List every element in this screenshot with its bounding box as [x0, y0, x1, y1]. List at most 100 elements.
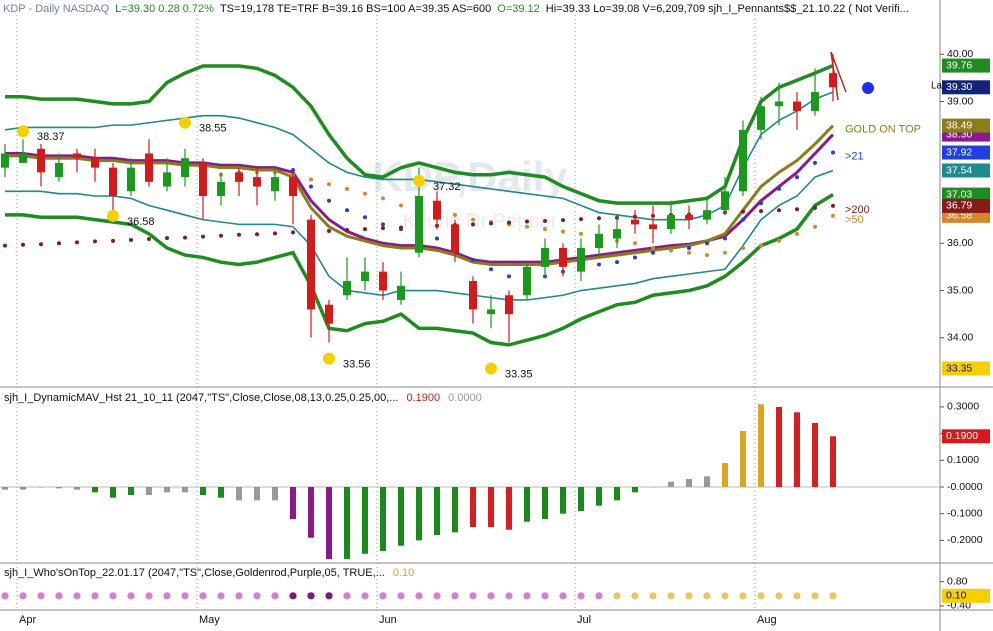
ma-dot — [21, 242, 25, 247]
hist-bar — [290, 487, 296, 520]
ma-dot — [309, 184, 313, 189]
y-tick-label: 0.80 — [947, 575, 968, 587]
price-tag — [942, 80, 990, 95]
ma-dot — [759, 209, 763, 214]
candle-body — [739, 129, 747, 192]
hist-bar — [20, 487, 26, 490]
hist-bar — [668, 481, 674, 488]
state-dot — [811, 592, 819, 600]
pane-readout: 0.0000 — [448, 392, 482, 404]
ma-dot — [633, 255, 637, 260]
state-dot — [235, 592, 243, 600]
hist-bar — [344, 487, 350, 560]
pane-readout: 0.1900 — [406, 392, 440, 404]
candle-body — [325, 304, 333, 324]
hist-bar — [434, 487, 440, 536]
ma-dot — [111, 238, 115, 243]
price-tag — [942, 145, 990, 160]
pivot-dot — [107, 209, 119, 222]
hist-bar — [74, 487, 80, 490]
price-tag-label: 39.30 — [946, 81, 972, 93]
ma-dot — [687, 250, 691, 255]
candle-body — [271, 177, 279, 192]
ma-dot — [597, 262, 601, 267]
hist-bar — [398, 487, 404, 546]
candle-body — [217, 181, 225, 197]
ma-dot — [561, 218, 565, 223]
ma-dot — [327, 198, 331, 203]
state-dot — [91, 592, 99, 600]
hist-bar — [308, 487, 314, 538]
ma-dot — [363, 227, 367, 232]
ma-dot — [363, 191, 367, 196]
ma-dot — [705, 241, 709, 246]
ma-dot — [363, 215, 367, 220]
ma-dot — [381, 222, 385, 227]
candle-body — [1, 153, 9, 168]
state-dot — [685, 592, 693, 600]
candle-body — [235, 172, 243, 182]
header-item: L=39.30 0.28 0.72% — [115, 3, 214, 15]
candle-body — [523, 266, 531, 296]
ma-dot — [579, 231, 583, 236]
marker — [862, 82, 874, 94]
candle-body — [379, 271, 387, 291]
header: KDP - Daily NASDAQ L=39.30 0.28 0.72% TS=1… — [3, 3, 909, 15]
candle-body — [577, 247, 585, 272]
state-dot — [505, 592, 513, 600]
pivot-label: 37.32 — [433, 181, 461, 193]
ma-dot — [147, 237, 151, 242]
ma-dot — [777, 208, 781, 213]
state-dot — [451, 592, 459, 600]
ma-dot — [741, 245, 745, 250]
state-dot — [829, 592, 837, 600]
price-tag-label: 36.79 — [946, 200, 972, 212]
candle-body — [199, 162, 207, 197]
x-tick-label: Jul — [577, 614, 591, 626]
y-tick-label: -0.0000 — [947, 481, 983, 493]
candle-body — [559, 247, 567, 267]
price-tag-label: 37.54 — [946, 164, 972, 176]
ma-dot — [489, 221, 493, 226]
ma-dot — [57, 241, 61, 246]
hist-bar — [488, 487, 494, 528]
ma-dot — [525, 224, 529, 229]
state-dot — [469, 592, 477, 600]
candle-body — [415, 196, 423, 253]
ma-dot — [831, 203, 835, 208]
candle-body — [811, 92, 819, 111]
state-dot — [721, 592, 729, 600]
hist-bar — [2, 487, 8, 490]
hist-bar — [128, 487, 134, 496]
candle-body — [145, 153, 153, 182]
candle-body — [253, 177, 261, 187]
band-line — [5, 169, 834, 301]
candle-body — [91, 158, 99, 168]
state-dot — [649, 592, 657, 600]
ma-dot — [777, 238, 781, 243]
candle-body — [361, 271, 369, 282]
state-dot — [1, 592, 9, 600]
series-label: >21 — [845, 150, 864, 162]
hist-bar — [236, 487, 242, 501]
state-dot — [55, 592, 63, 600]
candle-body — [667, 214, 675, 230]
hist-bar — [92, 487, 98, 493]
pivot-dot — [17, 125, 29, 138]
candle-body — [721, 191, 729, 211]
candle-body — [451, 224, 459, 253]
ma-dot — [633, 241, 637, 246]
ma-dot — [759, 201, 763, 206]
pivot-label: 33.35 — [505, 368, 533, 380]
hist-bar — [596, 487, 602, 506]
state-dot — [739, 592, 747, 600]
y-tick-label: 35.00 — [947, 284, 973, 296]
hist-bar — [164, 487, 170, 493]
hist-bar — [218, 487, 224, 498]
hist-bar — [794, 412, 800, 488]
pivot-label: 38.55 — [199, 123, 227, 135]
ma-dot — [723, 250, 727, 255]
y-tick-label: 0.3000 — [947, 401, 979, 413]
